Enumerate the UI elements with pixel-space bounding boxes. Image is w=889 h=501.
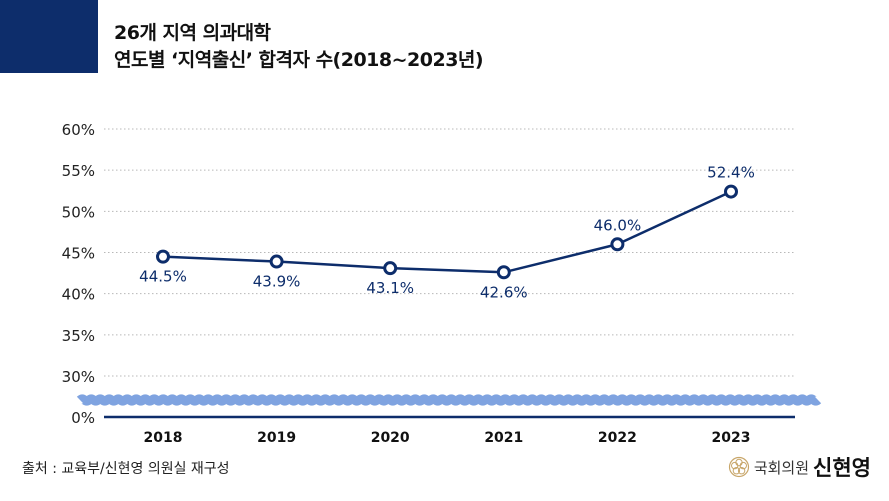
data-label: 43.1%	[366, 279, 414, 297]
chart-title-line1: 26개 지역 의과대학	[114, 22, 271, 44]
y-tick-label: 35%	[62, 327, 95, 345]
data-label: 52.4%	[707, 164, 755, 182]
national-assembly-seal-icon	[728, 456, 749, 478]
series-line	[162, 190, 732, 274]
brand-signature: 국회의원 신현영	[728, 452, 871, 482]
source-note: 출처 : 교육부/신현영 의원실 재구성	[22, 461, 230, 477]
y-tick-label-baseline: 0%	[71, 409, 95, 427]
x-tick-label: 2022	[598, 430, 637, 446]
chart-title-line2: 연도별 ‘지역출신’ 합격자 수(2018~2023년)	[114, 49, 484, 71]
y-tick-label: 55%	[62, 162, 95, 180]
data-point	[610, 237, 625, 252]
axis-break-band	[76, 394, 822, 406]
x-tick-label: 2019	[257, 430, 296, 446]
data-point	[269, 254, 284, 269]
data-label: 43.9%	[253, 273, 301, 291]
x-tick-label: 2023	[712, 430, 751, 446]
y-tick-label: 60%	[62, 121, 95, 139]
data-label: 46.0%	[594, 216, 642, 234]
data-label: 42.6%	[480, 283, 528, 301]
y-tick-label: 40%	[62, 286, 95, 304]
y-tick-label: 50%	[62, 203, 95, 221]
brand-name: 신현영	[813, 455, 871, 480]
data-point	[496, 265, 511, 280]
y-tick-label: 45%	[62, 245, 95, 263]
brand-org: 국회의원	[753, 458, 810, 477]
data-point	[383, 261, 398, 276]
y-tick-label: 30%	[62, 368, 95, 386]
x-tick-label: 2020	[371, 430, 410, 446]
data-point	[724, 184, 738, 199]
header-color-block	[0, 0, 98, 73]
x-tick-label: 2021	[484, 430, 523, 446]
data-point	[156, 249, 170, 264]
data-label: 44.5%	[139, 268, 187, 286]
chart-title: 26개 지역 의과대학 연도별 ‘지역출신’ 합격자 수(2018~2023년)	[114, 20, 484, 74]
x-tick-label: 2018	[144, 430, 183, 446]
